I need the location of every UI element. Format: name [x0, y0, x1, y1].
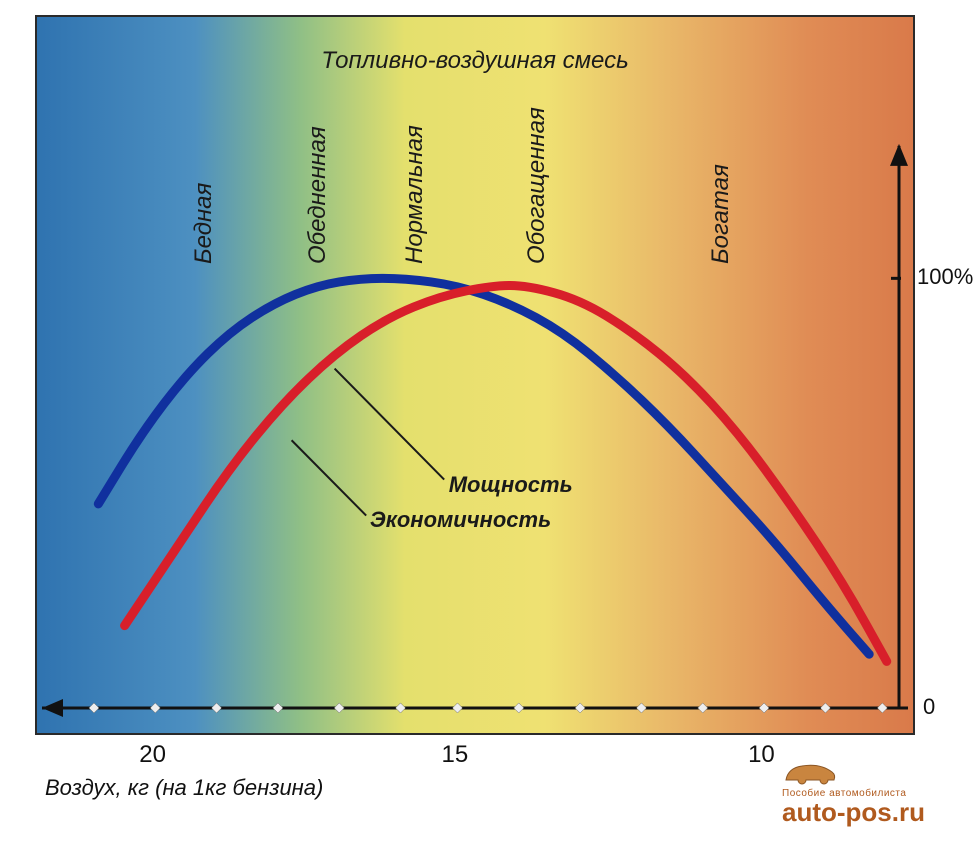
region-label: Обогащенная	[523, 107, 551, 264]
logo: Пособие автомобилиста auto-pos.ru	[782, 758, 925, 825]
region-label: Нормальная	[401, 125, 429, 264]
y-label-0: 0	[923, 694, 935, 720]
logo-text: auto-pos.ru	[782, 799, 925, 825]
curve-label-power: Мощность	[449, 472, 573, 498]
region-label: Бедная	[190, 183, 218, 264]
region-label: Обедненная	[304, 126, 332, 264]
x-tick-label: 10	[748, 741, 775, 769]
y-label-100: 100%	[917, 264, 973, 290]
x-tick-label: 20	[139, 741, 166, 769]
chart-frame: Топливно-воздушная смесь Бедная Обедненна…	[0, 0, 980, 843]
region-label: Богатая	[707, 164, 735, 264]
x-tick-label: 15	[441, 741, 468, 769]
x-axis-title: Воздух, кг (на 1кг бензина)	[45, 775, 323, 801]
car-icon	[782, 758, 838, 788]
chart-title: Топливно-воздушная смесь	[37, 47, 913, 75]
chart-svg	[37, 17, 913, 733]
curve-label-economy: Экономичность	[370, 507, 551, 533]
gradient-rect	[37, 17, 913, 733]
plot-area: Топливно-воздушная смесь Бедная Обедненна…	[35, 15, 915, 735]
